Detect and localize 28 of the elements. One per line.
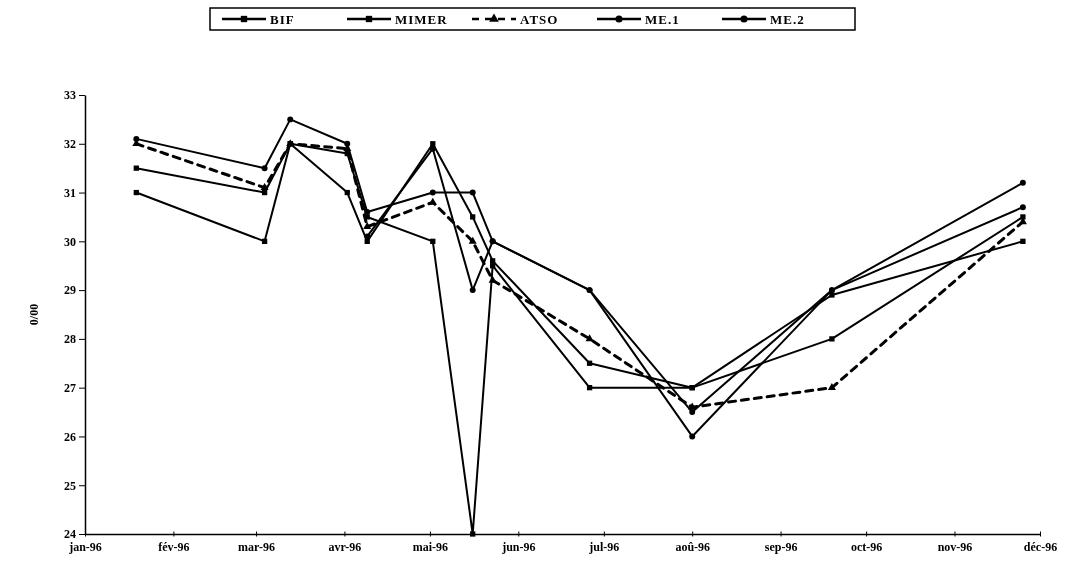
x-tick-label: fév-96 bbox=[158, 539, 190, 554]
x-tick-label: mai-96 bbox=[412, 539, 449, 554]
x-tick-label: jan-96 bbox=[68, 539, 102, 554]
legend-label: ME.1 bbox=[645, 11, 680, 27]
y-tick-label: 32 bbox=[64, 137, 76, 152]
legend-label: ATSO bbox=[520, 11, 559, 27]
legend-label: BIF bbox=[270, 11, 295, 27]
y-tick-label: 29 bbox=[64, 283, 76, 298]
y-axis-title: 0/00 bbox=[27, 303, 41, 326]
x-tick-label: avr-96 bbox=[328, 539, 362, 554]
y-tick-label: 31 bbox=[64, 185, 76, 200]
y-tick-label: 28 bbox=[64, 332, 76, 347]
x-tick-label: mar-96 bbox=[238, 539, 275, 554]
x-tick-label: jul-96 bbox=[588, 539, 620, 554]
x-tick-label: déc-96 bbox=[1023, 539, 1058, 554]
y-tick-label: 24 bbox=[64, 527, 76, 542]
legend-label: MIMER bbox=[395, 11, 448, 27]
y-tick-label: 30 bbox=[64, 234, 76, 249]
y-tick-label: 33 bbox=[64, 88, 76, 103]
y-tick-label: 25 bbox=[64, 478, 76, 493]
x-tick-label: oct-96 bbox=[850, 539, 883, 554]
y-tick-label: 27 bbox=[64, 381, 76, 396]
x-tick-label: sep-96 bbox=[764, 539, 798, 554]
x-tick-label: aoû-96 bbox=[675, 539, 711, 554]
x-tick-label: nov-96 bbox=[937, 539, 973, 554]
x-tick-label: jun-96 bbox=[501, 539, 536, 554]
legend-label: ME.2 bbox=[770, 11, 805, 27]
y-tick-label: 26 bbox=[64, 429, 76, 444]
